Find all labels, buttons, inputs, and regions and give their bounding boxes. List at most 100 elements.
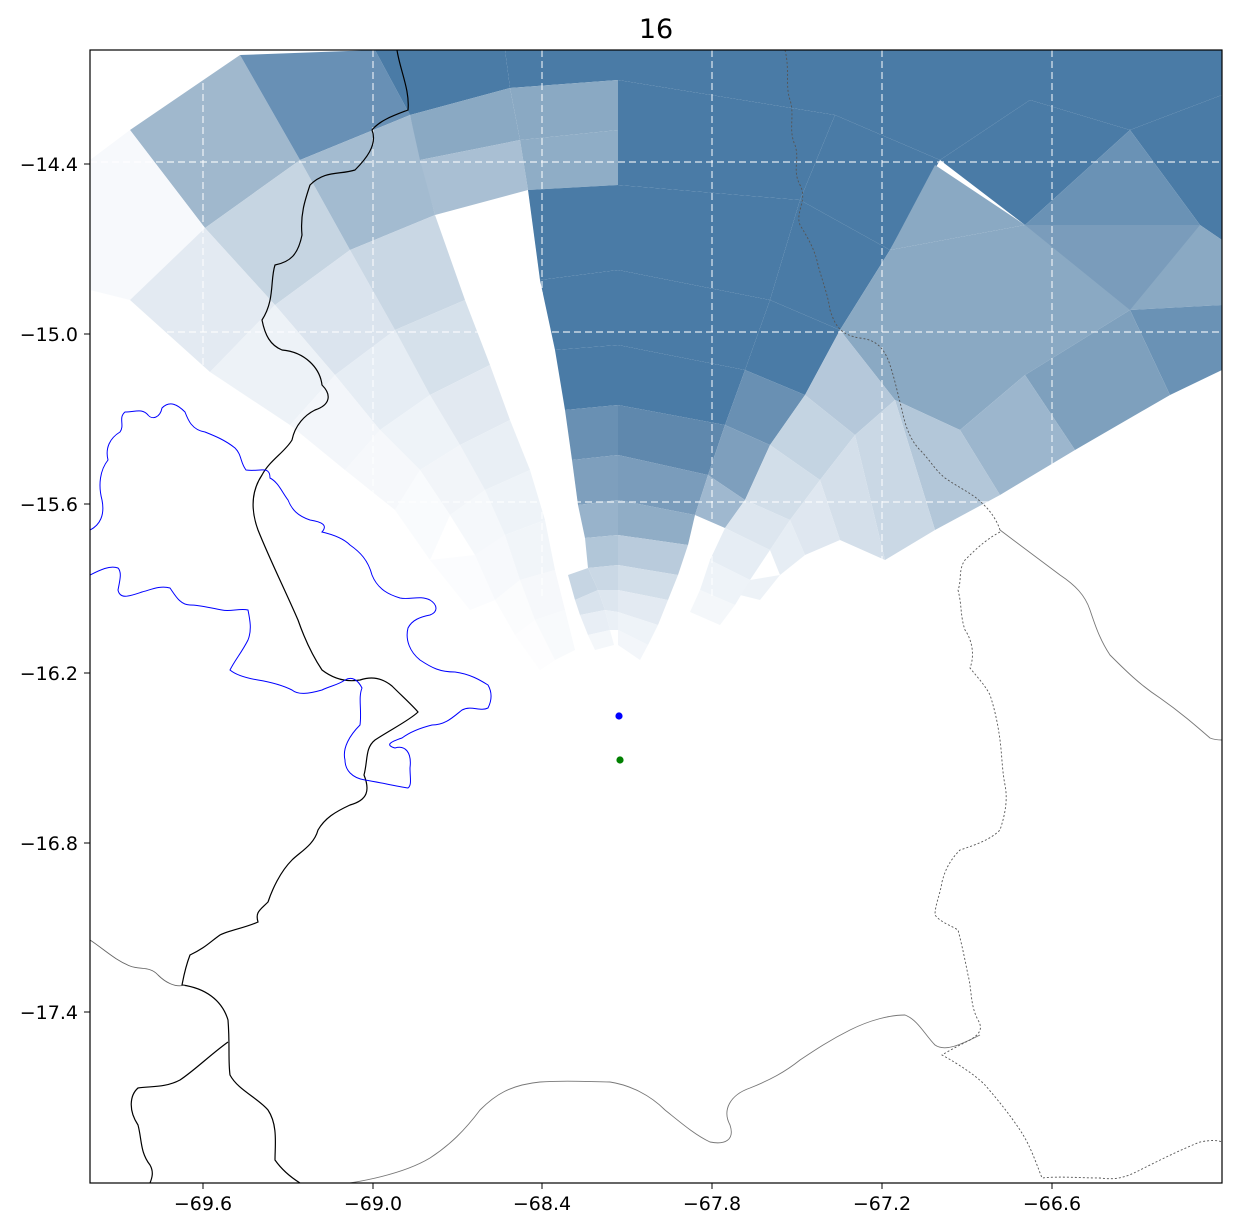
x-tick-label: −69.6	[174, 1193, 232, 1215]
sector-cell	[855, 400, 935, 560]
sector-cell	[335, 330, 430, 430]
sector-cell	[588, 630, 614, 650]
sector-cell	[1025, 310, 1170, 450]
sector-cell	[240, 50, 410, 160]
sector-cell	[770, 520, 805, 575]
sector-cell	[535, 610, 575, 660]
x-tick-label: −67.8	[683, 1193, 741, 1215]
sector-cell	[895, 400, 1000, 530]
sector-cell	[1130, 95, 1222, 240]
sector-cell	[618, 630, 648, 660]
map-title: 16	[639, 14, 673, 45]
sector-cell	[555, 345, 618, 410]
sector-cell	[960, 375, 1075, 495]
admin-border	[90, 939, 186, 987]
sector-cell	[430, 555, 495, 610]
sector-cell	[395, 300, 490, 395]
sector-cell	[350, 215, 465, 330]
country-border	[181, 50, 419, 1183]
y-axis: −14.4 −15.0 −15.6 −16.2 −16.8 −17.4	[20, 154, 90, 1024]
sector-cell	[618, 270, 770, 370]
sector-cell	[618, 185, 800, 300]
x-tick-label: −66.6	[1023, 1193, 1081, 1215]
sector-cell	[618, 612, 658, 645]
x-tick-label: −68.4	[513, 1193, 571, 1215]
lake-shore	[90, 403, 492, 789]
sector-cell	[430, 365, 510, 445]
radar-point-marker	[615, 712, 623, 720]
sector-cell	[460, 420, 530, 490]
sector-cell	[380, 395, 460, 470]
sector-cell	[890, 165, 1025, 250]
sector-cell	[410, 88, 520, 160]
admin-border	[999, 529, 1222, 741]
sector-cell	[580, 610, 610, 635]
sector-cell	[725, 370, 805, 445]
sector-cell	[618, 455, 708, 515]
y-tick-label: −17.4	[20, 1002, 78, 1024]
sector-cell	[130, 228, 275, 372]
sector-cell	[805, 330, 895, 435]
admin-border	[934, 531, 1222, 1180]
sector-cell	[565, 405, 618, 460]
grid-lines	[90, 50, 1222, 600]
admin-border	[784, 50, 1001, 531]
sector-cell	[395, 470, 450, 560]
sector-cell	[375, 50, 510, 115]
sector-cell	[585, 535, 618, 568]
sector-cell	[690, 590, 735, 625]
sector-cell	[345, 430, 420, 510]
sector-cell	[745, 445, 820, 520]
sector-cell	[450, 490, 505, 555]
sector-cell	[1130, 305, 1222, 395]
sector-cell	[800, 115, 940, 250]
sector-cell	[575, 590, 605, 615]
sector-cell	[568, 568, 598, 600]
sector-cell	[510, 80, 618, 140]
map-lines	[90, 50, 1222, 1183]
sector-cell	[598, 590, 618, 612]
sector-cell	[275, 250, 395, 375]
sector-cell	[495, 580, 535, 635]
sector-cell	[618, 80, 835, 200]
sector-cell	[618, 535, 688, 575]
sector-cell	[1025, 225, 1200, 310]
sector-cell	[420, 140, 528, 215]
sector-cell	[90, 130, 205, 300]
sector-cell	[1025, 130, 1200, 225]
radar-shading	[90, 50, 1222, 670]
sector-cell	[420, 445, 485, 515]
sector-cell	[618, 565, 678, 600]
sector-cell	[578, 500, 618, 538]
sector-cell	[725, 500, 790, 550]
admin-border	[349, 1014, 981, 1183]
sector-cell	[520, 130, 618, 190]
sector-cell	[710, 528, 770, 580]
sector-cell	[618, 405, 725, 475]
sector-cell	[745, 300, 840, 395]
plot-frame	[89, 49, 1223, 1184]
sector-cell	[740, 575, 780, 600]
sector-cell	[130, 55, 300, 228]
y-tick-label: −14.4	[20, 154, 78, 176]
x-tick-label: −69.0	[344, 1193, 402, 1215]
sector-cell	[605, 610, 618, 630]
sector-cell	[300, 115, 435, 250]
station-point-marker	[616, 756, 624, 764]
sector-cell	[540, 270, 618, 350]
sector-cell	[708, 425, 770, 500]
sector-cell	[618, 345, 745, 425]
sector-cell	[505, 50, 618, 88]
sector-cell	[588, 565, 618, 590]
sector-cell	[790, 480, 840, 555]
sector-cell	[940, 100, 1130, 225]
y-tick-label: −15.0	[20, 324, 78, 346]
sector-cell	[572, 455, 618, 505]
sector-cell	[618, 500, 695, 545]
sector-cell	[770, 200, 890, 330]
sector-cell	[210, 305, 335, 425]
y-tick-label: −16.8	[20, 833, 78, 855]
sector-cell	[515, 620, 555, 670]
sector-cell	[475, 535, 520, 600]
